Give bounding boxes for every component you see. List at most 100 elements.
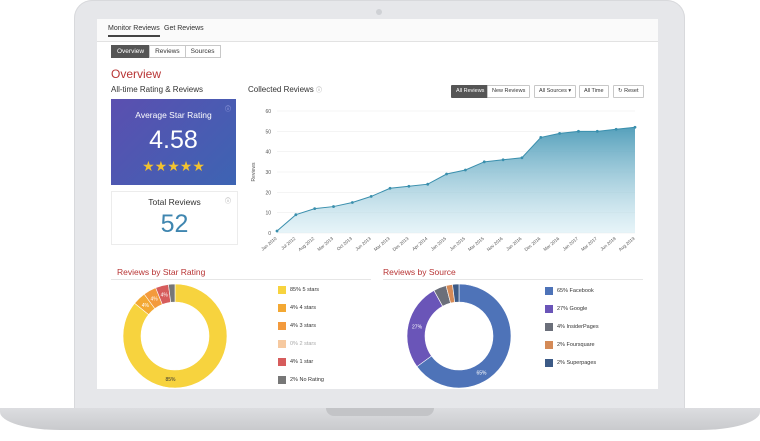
legend-swatch xyxy=(545,323,553,331)
divider xyxy=(383,279,643,280)
data-point xyxy=(350,201,354,204)
x-tick-label: Jan 2017 xyxy=(562,236,580,252)
area-fill xyxy=(277,127,635,233)
total-reviews-card: ⓘ Total Reviews 52 xyxy=(111,191,238,245)
x-tick-label: Jul 2012 xyxy=(280,236,297,251)
average-rating-label: Average Star Rating xyxy=(135,110,212,120)
slice-label: 65% xyxy=(476,371,487,377)
legend-item: 4% 1 star xyxy=(278,358,313,366)
star-rating-icons: ★★★★★ xyxy=(142,158,205,174)
legend-swatch xyxy=(278,322,286,330)
legend-item: 2% Foursquare xyxy=(545,341,595,349)
donut-slice xyxy=(452,283,460,303)
legend-label: 0% 2 stars xyxy=(290,341,316,347)
divider xyxy=(111,279,371,280)
info-icon[interactable]: ⓘ xyxy=(224,199,231,205)
rating-section-title: All-time Rating & Reviews xyxy=(111,85,204,94)
reset-button[interactable]: ↻ Reset xyxy=(613,85,644,98)
x-tick-label: Mar 2013 xyxy=(316,236,334,252)
collected-reviews-title-text: Collected Reviews xyxy=(248,85,314,94)
data-point xyxy=(445,172,448,176)
y-axis-label: Reviews xyxy=(251,162,257,181)
x-tick-label: Mar 2017 xyxy=(580,236,598,252)
average-rating-value: 4.58 xyxy=(149,126,198,154)
legend-swatch xyxy=(278,358,286,366)
legend-swatch xyxy=(278,304,286,312)
all-reviews-button[interactable]: All Reviews xyxy=(451,85,490,98)
refresh-icon: ↻ xyxy=(618,88,623,94)
tab-monitor-reviews[interactable]: Monitor Reviews xyxy=(108,25,160,37)
donut-slice xyxy=(168,283,176,303)
legend-label: 85% 5 stars xyxy=(290,287,320,293)
new-reviews-button[interactable]: New Reviews xyxy=(487,85,531,98)
x-tick-label: Aug 2012 xyxy=(297,236,315,253)
legend-item: 2% Superpages xyxy=(545,359,596,367)
data-point xyxy=(332,205,335,208)
data-point xyxy=(388,186,392,190)
y-tick-label: 30 xyxy=(265,170,271,176)
data-point xyxy=(577,129,580,133)
legend-item: 85% 5 stars xyxy=(278,286,319,294)
x-tick-label: Jun 2018 xyxy=(599,236,617,252)
series-line xyxy=(276,126,636,232)
data-point xyxy=(407,184,411,188)
legend-label: 4% 4 stars xyxy=(290,305,316,311)
legend-item: 0% 2 stars xyxy=(278,340,316,348)
all-time-button[interactable]: All Time xyxy=(579,85,609,98)
x-tick-label: Oct 2013 xyxy=(336,236,354,252)
laptop-notch xyxy=(326,408,434,416)
data-point xyxy=(294,213,298,217)
donut-slice xyxy=(416,283,512,389)
tab-get-reviews[interactable]: Get Reviews xyxy=(164,25,204,32)
data-point xyxy=(464,168,467,172)
page-title: Overview xyxy=(111,67,162,81)
x-tick-label: Mar 2015 xyxy=(467,236,485,252)
legend-item: 4% 4 stars xyxy=(278,304,316,312)
x-tick-label: Jan 2016 xyxy=(505,236,523,252)
subtab-reviews[interactable]: Reviews xyxy=(149,45,186,58)
legend-item: 27% Google xyxy=(545,305,587,313)
legend-swatch xyxy=(278,340,286,348)
legend-label: 4% 1 star xyxy=(290,359,314,365)
x-tick-label: Jan 2015 xyxy=(430,236,448,252)
data-point xyxy=(482,160,486,164)
source-donut: 65% 27% xyxy=(406,283,512,389)
x-tick-label: Jun 2013 xyxy=(354,236,372,252)
x-tick-label: Dec 2016 xyxy=(523,236,541,253)
slice-label: 27% xyxy=(412,325,423,331)
star-rating-section-title: Reviews by Star Rating xyxy=(117,267,206,277)
data-point xyxy=(369,195,373,198)
x-tick-label: Jun 2015 xyxy=(449,236,467,252)
legend-item: 4% InsiderPages xyxy=(545,323,599,331)
reset-label: Reset xyxy=(624,88,639,94)
data-point xyxy=(558,131,562,135)
legend-label: 2% Superpages xyxy=(557,360,597,366)
x-tick-label: Mar 2016 xyxy=(542,236,560,252)
x-tick-label: Mar 2013 xyxy=(373,236,391,252)
legend-label: 4% 3 stars xyxy=(290,323,316,329)
legend-label: 4% InsiderPages xyxy=(557,324,599,330)
data-point xyxy=(614,127,618,131)
x-tick-label: Dec 2013 xyxy=(392,236,410,253)
x-tick-label: Jan 2010 xyxy=(260,236,278,252)
y-tick-label: 10 xyxy=(265,211,271,217)
y-tick-label: 40 xyxy=(265,150,271,156)
star-rating-donut: 85%4%4%4% xyxy=(122,283,228,389)
slice-label: 4% xyxy=(142,303,150,309)
average-rating-card: ⓘ Average Star Rating 4.58 ★★★★★ xyxy=(111,99,236,185)
slice-label: 4% xyxy=(150,296,158,302)
data-point xyxy=(313,207,317,210)
subtab-overview[interactable]: Overview xyxy=(111,45,151,58)
data-point xyxy=(275,229,279,233)
y-tick-label: 50 xyxy=(265,129,271,135)
data-point xyxy=(520,156,524,160)
subtab-sources[interactable]: Sources xyxy=(184,45,221,58)
slice-label: 85% xyxy=(165,377,176,383)
all-sources-dropdown[interactable]: All Sources ▾ xyxy=(534,85,577,98)
legend-swatch xyxy=(545,341,553,349)
info-icon[interactable]: ⓘ xyxy=(316,88,323,94)
info-icon[interactable]: ⓘ xyxy=(224,107,231,113)
collected-reviews-title: Collected Reviews ⓘ xyxy=(248,85,322,94)
legend-swatch xyxy=(278,286,286,294)
